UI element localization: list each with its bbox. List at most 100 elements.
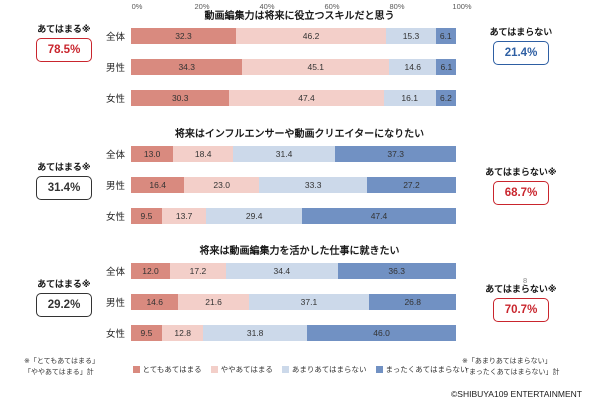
footnote-agree-total: ※「とてもあてはまる」 「ややあてはまる」計	[24, 356, 99, 378]
row-label: 全体	[105, 32, 125, 43]
bar-segment-mattaku-atehamaranai: 36.3	[337, 263, 456, 279]
bar-segment-mattaku-atehamaranai: 27.2	[367, 177, 456, 193]
copyright-notice: ©SHIBUYA109 ENTERTAINMENT	[451, 389, 582, 399]
bar-segment-totemo-atehamaru: 32.3	[131, 28, 236, 44]
bar-row: 女性 9.5 13.7 29.4 47.4	[0, 208, 600, 224]
bar-row: 男性 16.4 23.0 33.3 27.2	[0, 177, 600, 193]
bar-segment-amari-atehamaranai: 33.3	[259, 177, 368, 193]
callout-agree-2: あてはまる※ 31.4%	[20, 160, 108, 200]
stacked-bar: 14.6 21.6 37.1 26.8	[131, 294, 457, 310]
legend-label: まったくあてはまらない	[385, 365, 468, 374]
legend-label: ややあてはまる	[220, 365, 273, 374]
x-axis: 0% 20% 40% 60% 80% 100%	[132, 2, 472, 12]
bar-segment-totemo-atehamaru: 34.3	[131, 59, 243, 75]
bar-segment-mattaku-atehamaranai: 37.3	[335, 146, 457, 162]
axis-tick: 60%	[324, 2, 340, 11]
bar-rows: 全体 13.0 18.4 31.4 37.3 男性 16.4 23.0 33.3 27.2 女性 9.…	[0, 146, 600, 224]
bar-row: 男性 14.6 21.6 37.1 26.8	[0, 294, 600, 310]
row-label: 男性	[105, 181, 125, 192]
stacked-bar: 32.3 46.2 15.3 6.1	[131, 28, 456, 44]
callout-label: あてはまらない※	[485, 284, 557, 294]
bar-segment-yaya-atehamaru: 23.0	[184, 177, 260, 193]
bar-segment-mattaku-atehamaranai: 47.4	[301, 208, 456, 224]
bar-segment-totemo-atehamaru: 9.5	[131, 208, 162, 224]
bar-segment-mattaku-atehamaranai: 6.1	[436, 59, 457, 75]
legend-swatch-icon	[210, 366, 218, 373]
legend-label: とてもあてはまる	[142, 365, 202, 374]
stacked-bar: 30.3 47.4 16.1 6.2	[131, 90, 456, 106]
bar-rows: 全体 12.0 17.2 34.4 36.3 男性 14.6 21.6 37.1 26.8 女性 9.…	[0, 263, 600, 341]
legend-swatch-icon	[132, 366, 140, 373]
callout-label: あてはまる※	[37, 24, 91, 34]
chart-want-video-job: 将来は動画編集力を活かした仕事に就きたい 全体 12.0 17.2 34.4 36.3 男…	[0, 245, 600, 356]
bar-segment-yaya-atehamaru: 21.6	[178, 294, 249, 310]
callout-value: 21.4%	[493, 41, 549, 65]
chart-title: 将来は動画編集力を活かした仕事に就きたい	[199, 246, 400, 257]
footnote-line: 「ややあてはまる」計	[24, 369, 94, 377]
bar-segment-mattaku-atehamaranai: 26.8	[369, 294, 457, 310]
bar-segment-amari-atehamaranai: 31.8	[203, 325, 307, 341]
bar-segment-amari-atehamaranai: 37.1	[248, 294, 370, 310]
bar-segment-yaya-atehamaru: 18.4	[173, 146, 234, 162]
footnote-line: ※「あまりあてはまらない」	[462, 358, 552, 365]
callout-value: 68.7%	[493, 181, 549, 205]
row-label: 女性	[105, 94, 125, 105]
legend-item: まったくあてはまらない	[375, 364, 468, 375]
bar-row: 全体 32.3 46.2 15.3 6.1	[0, 28, 600, 44]
callout-label: あてはまらない	[489, 27, 553, 37]
bar-segment-totemo-atehamaru: 12.0	[131, 263, 170, 279]
bar-segment-yaya-atehamaru: 12.8	[161, 325, 204, 341]
stacked-bar: 9.5 13.7 29.4 47.4	[131, 208, 456, 224]
bar-row: 全体 13.0 18.4 31.4 37.3	[0, 146, 600, 162]
callout-value: 78.5%	[36, 38, 92, 62]
bar-segment-mattaku-atehamaranai: 46.0	[306, 325, 457, 341]
callout-label: あてはまらない※	[485, 167, 557, 177]
bar-segment-amari-atehamaranai: 31.4	[233, 146, 336, 162]
legend-swatch-icon	[281, 366, 289, 373]
bar-segment-amari-atehamaranai: 15.3	[386, 28, 436, 44]
chart-useful-skill: 動画編集力は将来に役立つスキルだと思う 全体 32.3 46.2 15.3 6.1 男性 3…	[0, 10, 600, 121]
bar-row: 男性 34.3 45.1 14.6 6.1	[0, 59, 600, 75]
callout-value: 31.4%	[36, 176, 92, 200]
axis-tick: 20%	[194, 2, 210, 11]
bar-segment-amari-atehamaranai: 16.1	[383, 90, 436, 106]
bar-row: 女性 9.5 12.8 31.8 46.0	[0, 325, 600, 341]
axis-tick: 40%	[259, 2, 275, 11]
chart-want-influencer: 将来はインフルエンサーや動画クリエイターになりたい 全体 13.0 18.4 31.4…	[0, 128, 600, 239]
axis-tick: 0%	[131, 2, 143, 11]
bar-segment-amari-atehamaranai: 29.4	[206, 208, 302, 224]
bar-segment-mattaku-atehamaranai: 6.2	[435, 90, 456, 106]
axis-tick: 100%	[452, 2, 472, 11]
bar-segment-yaya-atehamaru: 45.1	[242, 59, 390, 75]
bar-segment-totemo-atehamaru: 30.3	[131, 90, 230, 106]
callout-disagree-3: あてはまらない※ 70.7%	[466, 282, 576, 322]
row-label: 女性	[105, 212, 125, 223]
chart-title: 動画編集力は将来に役立つスキルだと思う	[204, 11, 395, 22]
row-label: 全体	[105, 150, 125, 161]
legend-swatch-icon	[375, 366, 383, 373]
footnote-disagree-total: ※「あまりあてはまらない」 「まったくあてはまらない」計	[462, 356, 559, 378]
legend-label: あまりあてはまらない	[291, 365, 367, 374]
bar-row: 全体 12.0 17.2 34.4 36.3	[0, 263, 600, 279]
bar-segment-amari-atehamaranai: 14.6	[389, 59, 437, 75]
bar-segment-totemo-atehamaru: 16.4	[131, 177, 185, 193]
row-label: 女性	[105, 329, 125, 340]
legend-item: とてもあてはまる	[132, 364, 202, 375]
callout-label: あてはまる※	[37, 162, 91, 172]
chart-title: 将来はインフルエンサーや動画クリエイターになりたい	[174, 129, 425, 140]
stacked-bar: 34.3 45.1 14.6 6.1	[131, 59, 457, 75]
callout-agree-1: あてはまる※ 78.5%	[20, 22, 108, 62]
callout-disagree-2: あてはまらない※ 68.7%	[466, 165, 576, 205]
bar-segment-mattaku-atehamaranai: 6.1	[435, 28, 456, 44]
stacked-bar: 12.0 17.2 34.4 36.3	[131, 263, 456, 279]
row-label: 男性	[105, 63, 125, 74]
bar-segment-yaya-atehamaru: 13.7	[161, 208, 207, 224]
bar-segment-yaya-atehamaru: 17.2	[170, 263, 226, 279]
row-label: 男性	[105, 298, 125, 309]
bar-segment-yaya-atehamaru: 47.4	[229, 90, 384, 106]
bar-segment-yaya-atehamaru: 46.2	[235, 28, 387, 44]
legend-item: ややあてはまる	[210, 364, 273, 375]
axis-tick: 80%	[389, 2, 405, 11]
stacked-bar: 9.5 12.8 31.8 46.0	[131, 325, 457, 341]
